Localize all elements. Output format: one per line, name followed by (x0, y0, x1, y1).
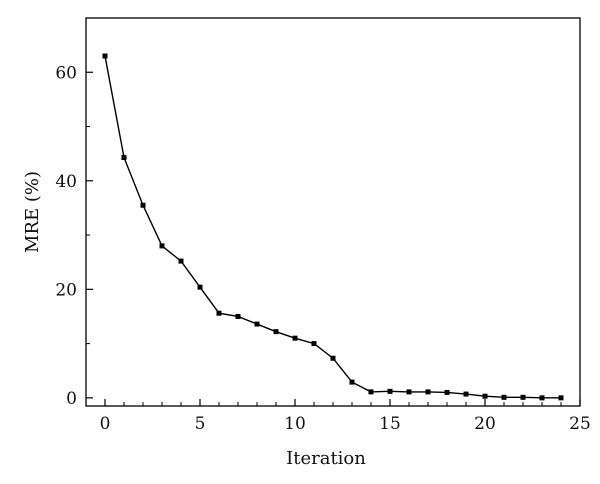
data-point (292, 335, 298, 341)
y-tick-label: 60 (55, 63, 77, 83)
data-point (349, 379, 355, 385)
x-tick-label: 20 (474, 414, 496, 434)
data-point (539, 395, 545, 401)
series-layer (102, 53, 564, 401)
y-axis: 0 20 40 60 (55, 63, 93, 409)
x-tick-label: 10 (284, 414, 306, 434)
y-tick-label: 0 (66, 389, 77, 409)
data-point (216, 310, 222, 316)
x-axis-label: Iteration (286, 448, 366, 469)
data-point (368, 389, 374, 395)
series-line (104, 55, 561, 399)
data-point (159, 243, 165, 249)
x-tick-label: 25 (569, 414, 591, 434)
data-point (425, 389, 431, 395)
minor-ticks (85, 17, 562, 406)
data-point (102, 53, 108, 59)
data-point (140, 202, 146, 208)
data-point (520, 394, 526, 400)
data-point (444, 389, 450, 395)
y-axis-label: MRE (%) (22, 171, 43, 253)
y-tick-label: 20 (55, 280, 77, 300)
y-tick-label: 40 (55, 172, 77, 192)
x-tick-label: 15 (379, 414, 401, 434)
x-axis: 0 5 10 15 20 25 (100, 399, 591, 434)
data-point (330, 355, 336, 361)
x-tick-label: 5 (195, 414, 206, 434)
data-point (178, 258, 184, 264)
data-point (273, 329, 279, 335)
data-point (197, 284, 203, 290)
plot-frame (85, 17, 581, 407)
data-point (558, 395, 564, 401)
data-point (501, 394, 507, 400)
data-point (254, 321, 260, 327)
data-point (406, 389, 412, 395)
data-point (463, 391, 469, 397)
data-point (482, 393, 488, 399)
data-point (387, 388, 393, 394)
x-tick-label: 0 (100, 414, 111, 434)
data-point (121, 154, 127, 160)
data-point (311, 341, 317, 347)
data-point (235, 313, 241, 319)
